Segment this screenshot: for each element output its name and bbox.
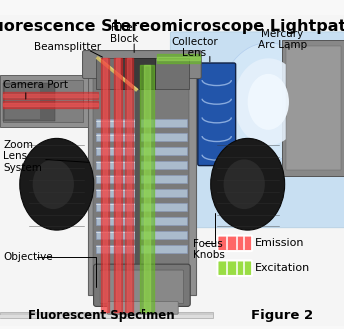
Bar bbox=[96, 244, 135, 253]
Ellipse shape bbox=[224, 159, 265, 209]
Bar bbox=[0, 315, 213, 318]
Ellipse shape bbox=[248, 74, 289, 130]
Text: Filter
Block: Filter Block bbox=[110, 23, 138, 44]
Bar bbox=[286, 46, 341, 170]
Bar bbox=[140, 216, 187, 225]
Bar bbox=[96, 175, 135, 183]
Bar bbox=[93, 52, 189, 295]
Bar bbox=[140, 189, 187, 197]
Text: Excitation: Excitation bbox=[255, 263, 310, 273]
FancyBboxPatch shape bbox=[83, 51, 201, 79]
Bar bbox=[88, 52, 196, 295]
Ellipse shape bbox=[33, 159, 74, 209]
Bar bbox=[96, 203, 135, 211]
FancyBboxPatch shape bbox=[170, 32, 344, 228]
Bar bbox=[135, 71, 141, 295]
Bar bbox=[140, 119, 187, 127]
FancyBboxPatch shape bbox=[198, 63, 236, 165]
Bar bbox=[96, 147, 135, 155]
Ellipse shape bbox=[211, 139, 284, 230]
Text: Camera Port: Camera Port bbox=[3, 80, 68, 90]
Bar bbox=[140, 133, 187, 141]
Text: Fluorescent Specimen: Fluorescent Specimen bbox=[28, 309, 175, 322]
Text: Figure 2: Figure 2 bbox=[251, 309, 313, 322]
Bar bbox=[0, 312, 213, 318]
Bar bbox=[120, 58, 155, 89]
Bar bbox=[140, 147, 187, 155]
Text: Objective: Objective bbox=[3, 252, 53, 262]
FancyBboxPatch shape bbox=[100, 270, 184, 304]
Text: Emission: Emission bbox=[255, 238, 304, 248]
Bar bbox=[96, 58, 189, 89]
Bar bbox=[140, 175, 187, 183]
Ellipse shape bbox=[20, 139, 94, 230]
Text: Collector
Lens: Collector Lens bbox=[171, 37, 218, 58]
Bar bbox=[96, 119, 135, 127]
Bar bbox=[0, 75, 88, 127]
FancyBboxPatch shape bbox=[107, 301, 178, 314]
Bar bbox=[282, 40, 344, 176]
Text: Zoom
Lens
System: Zoom Lens System bbox=[3, 140, 42, 173]
FancyBboxPatch shape bbox=[217, 236, 252, 251]
Bar bbox=[96, 161, 135, 169]
Bar bbox=[3, 83, 55, 120]
Bar bbox=[96, 133, 135, 141]
Bar bbox=[140, 203, 187, 211]
Text: Focus
Knobs: Focus Knobs bbox=[193, 239, 225, 260]
Bar bbox=[96, 189, 135, 197]
FancyBboxPatch shape bbox=[94, 264, 190, 306]
Bar bbox=[140, 161, 187, 169]
Bar bbox=[96, 231, 135, 239]
Ellipse shape bbox=[220, 43, 316, 161]
FancyBboxPatch shape bbox=[217, 261, 252, 276]
Bar bbox=[140, 244, 187, 253]
Text: Fluorescence Stereomicroscope Lightpaths: Fluorescence Stereomicroscope Lightpaths bbox=[0, 19, 344, 35]
Text: Beamsplitter: Beamsplitter bbox=[33, 42, 101, 52]
Bar bbox=[96, 216, 135, 225]
Bar bbox=[3, 80, 83, 122]
Ellipse shape bbox=[234, 58, 303, 145]
Bar bbox=[140, 231, 187, 239]
Text: Mercury
Arc Lamp: Mercury Arc Lamp bbox=[258, 29, 307, 50]
Bar bbox=[5, 85, 40, 119]
